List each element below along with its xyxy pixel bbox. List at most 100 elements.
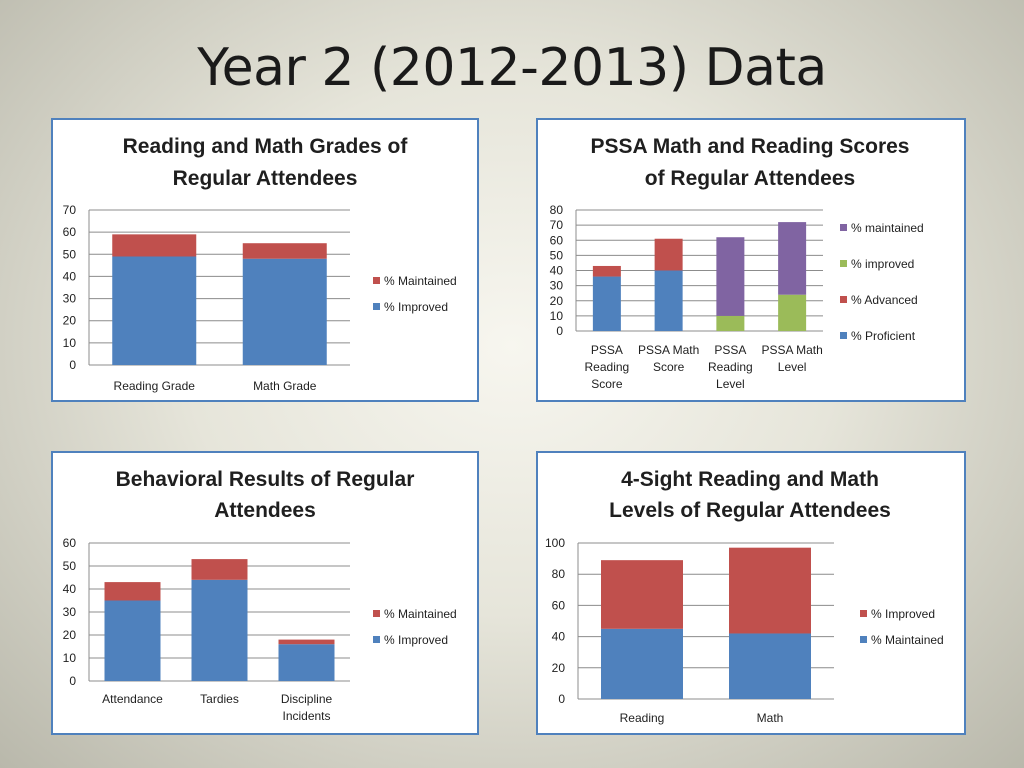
y-tick-label: 40 — [63, 269, 77, 283]
bar-segment — [104, 582, 161, 601]
bar-segment — [778, 294, 807, 331]
bar-segment — [242, 243, 327, 259]
legend-label: % Advanced — [851, 293, 918, 307]
y-tick-label: 80 — [552, 567, 566, 581]
chart-title: of Regular Attendees — [645, 167, 855, 190]
y-tick-label: 60 — [63, 225, 77, 239]
x-category-label: PSSA Math — [638, 343, 699, 357]
bar-segment — [592, 265, 621, 277]
y-tick-label: 10 — [63, 336, 77, 350]
chart-title: Behavioral Results of Regular — [116, 468, 415, 491]
x-category-label: Reading — [585, 360, 630, 374]
chart-title: Attendees — [214, 499, 316, 522]
bar-segment — [716, 315, 745, 331]
legend-swatch — [860, 610, 867, 617]
chart-panel-behavioral-results: Behavioral Results of Regular Attendees 0 1… — [51, 451, 479, 735]
y-tick-label: 40 — [552, 630, 566, 644]
bar-segment — [242, 258, 327, 365]
x-category-label: PSSA — [591, 343, 623, 357]
y-tick-label: 20 — [63, 314, 77, 328]
bar-segment — [729, 633, 811, 699]
x-category-label: Level — [716, 377, 745, 391]
legend-label: % Proficient — [851, 329, 916, 343]
y-tick-label: 60 — [63, 536, 77, 550]
x-category-label: Attendance — [102, 692, 163, 706]
legend-label: % Maintained — [871, 633, 944, 647]
x-category-label: Reading — [708, 360, 753, 374]
bar-segment — [112, 256, 197, 365]
y-tick-label: 70 — [63, 203, 77, 217]
bar-segment — [716, 237, 745, 316]
y-tick-label: 50 — [63, 247, 77, 261]
y-tick-label: 20 — [550, 294, 564, 308]
chart-title: Levels of Regular Attendees — [609, 499, 891, 522]
legend-swatch — [840, 260, 847, 267]
x-category-label: Score — [653, 360, 685, 374]
y-tick-label: 0 — [558, 692, 565, 706]
y-tick-label: 30 — [63, 605, 77, 619]
legend-swatch — [373, 277, 380, 284]
y-tick-label: 10 — [550, 309, 564, 323]
y-tick-label: 20 — [552, 661, 566, 675]
y-tick-label: 10 — [63, 651, 77, 665]
chart-reading-math-grades: Reading and Math Grades of Regular Attend… — [63, 135, 457, 393]
legend-swatch — [840, 332, 847, 339]
legend-label: % maintained — [851, 221, 924, 235]
y-tick-label: 70 — [550, 218, 564, 232]
x-category-label: Level — [778, 360, 807, 374]
chart-behavioral-results: Behavioral Results of Regular Attendees 0 1… — [63, 468, 457, 723]
chart-title: Reading and Math Grades of — [123, 135, 409, 158]
x-category-label: PSSA — [714, 343, 746, 357]
y-tick-label: 50 — [63, 559, 77, 573]
x-category-label: Incidents — [282, 709, 330, 723]
bar-segment — [601, 628, 683, 699]
y-tick-label: 0 — [69, 358, 76, 372]
x-category-label: Discipline — [281, 692, 333, 706]
chart-four-sight-levels: 4-Sight Reading and Math Levels of Regula… — [545, 468, 944, 725]
bar-segment — [778, 222, 807, 295]
bar-segment — [278, 644, 335, 681]
bar-segment — [104, 600, 161, 681]
y-tick-label: 20 — [63, 628, 77, 642]
y-tick-label: 50 — [550, 248, 564, 262]
x-category-label: Tardies — [200, 692, 239, 706]
legend-label: % Maintained — [384, 607, 457, 621]
legend-swatch — [373, 610, 380, 617]
y-tick-label: 40 — [63, 582, 77, 596]
legend-swatch — [860, 636, 867, 643]
chart-title: 4-Sight Reading and Math — [621, 468, 879, 491]
legend-swatch — [373, 303, 380, 310]
chart-panel-four-sight-levels: 4-Sight Reading and Math Levels of Regula… — [536, 451, 966, 735]
legend-label: % improved — [851, 257, 914, 271]
chart-panel-pssa-math-reading: PSSA Math and Reading Scores of Regular A… — [536, 118, 966, 402]
bar-segment — [654, 270, 683, 331]
legend-swatch — [373, 636, 380, 643]
bar-segment — [191, 579, 248, 681]
legend-swatch — [840, 296, 847, 303]
legend-swatch — [840, 224, 847, 231]
y-tick-label: 30 — [550, 279, 564, 293]
chart-panel-reading-math-grades: Reading and Math Grades of Regular Attend… — [51, 118, 479, 402]
x-category-label: Score — [591, 377, 623, 391]
y-tick-label: 0 — [556, 324, 563, 338]
y-tick-label: 60 — [552, 598, 566, 612]
y-tick-label: 30 — [63, 292, 77, 306]
legend-label: % Improved — [384, 300, 448, 314]
chart-title: PSSA Math and Reading Scores — [591, 135, 910, 158]
legend-label: % Maintained — [384, 274, 457, 288]
x-category-label: PSSA Math — [761, 343, 822, 357]
slide-title: Year 2 (2012-2013) Data — [197, 38, 827, 98]
bar-segment — [729, 547, 811, 634]
legend-label: % Improved — [384, 633, 448, 647]
y-tick-label: 40 — [550, 264, 564, 278]
chart-title: Regular Attendees — [173, 167, 358, 190]
x-category-label: Reading — [620, 711, 665, 725]
x-category-label: Reading Grade — [114, 379, 196, 393]
legend-label: % Improved — [871, 607, 935, 621]
y-tick-label: 100 — [545, 536, 565, 550]
bar-segment — [278, 639, 335, 645]
bar-segment — [601, 560, 683, 629]
y-tick-label: 0 — [69, 674, 76, 688]
bar-segment — [191, 559, 248, 580]
chart-pssa-math-reading: PSSA Math and Reading Scores of Regular A… — [550, 135, 924, 391]
